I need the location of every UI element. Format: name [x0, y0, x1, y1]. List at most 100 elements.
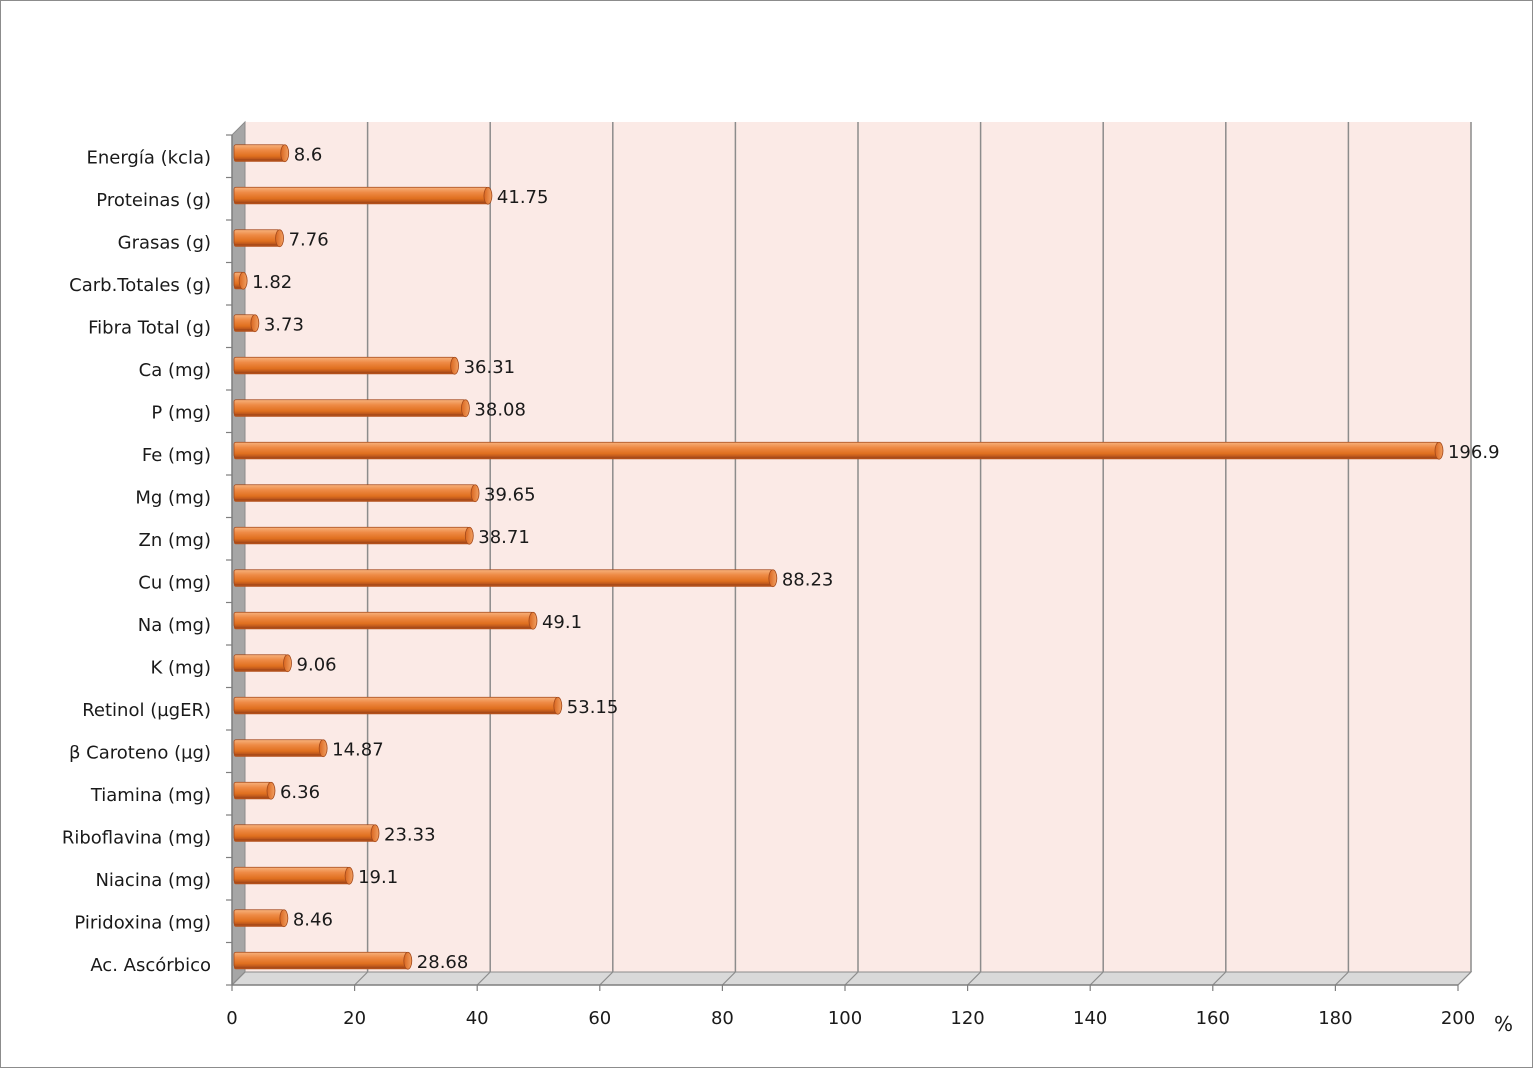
- data-label: 6.36: [280, 782, 320, 803]
- category-label: K (mg): [150, 657, 211, 678]
- x-tick-label: 40: [466, 1008, 489, 1029]
- gridline-floor: [1089, 971, 1104, 986]
- bar-cap: [403, 951, 413, 970]
- category-label: Retinol (µgER): [82, 700, 211, 721]
- category-label: Ca (mg): [139, 360, 211, 381]
- x-tick-label: 140: [1073, 1008, 1107, 1029]
- value-labels: 8.6 41.75 7.76 1.82 3.73 36.31 38.08 196.9 39.65…: [252, 144, 1499, 973]
- gridline-floor: [967, 971, 982, 986]
- bar: [233, 441, 1444, 460]
- bar: [233, 611, 538, 630]
- category-label: Fe (mg): [142, 445, 211, 466]
- bar-cap: [318, 739, 328, 758]
- bar: [233, 356, 459, 375]
- bar-body: [233, 739, 324, 756]
- category-label: Na (mg): [138, 615, 211, 636]
- category-label: Niacina (mg): [95, 870, 211, 891]
- bar-cap: [470, 484, 480, 503]
- bar-cap: [464, 526, 474, 545]
- bar-body: [233, 824, 376, 841]
- category-label: Mg (mg): [135, 487, 211, 508]
- x-tick-label: 60: [588, 1008, 611, 1029]
- bar-body: [233, 866, 350, 883]
- category-label: Grasas (g): [118, 232, 211, 253]
- category-label: Zn (mg): [139, 530, 211, 551]
- bar-cap: [250, 314, 260, 333]
- category-label: Energía (kcla): [86, 147, 211, 168]
- category-labels: Energía (kcla) Proteinas (g) Grasas (g) Car…: [62, 147, 211, 976]
- data-label: 28.68: [417, 952, 469, 973]
- category-label: β Caroteno (µg): [69, 742, 211, 763]
- category-label: Piridoxina (mg): [74, 912, 211, 933]
- data-label: 19.1: [358, 867, 398, 888]
- data-label: 36.31: [464, 357, 516, 378]
- category-label: Ac. Ascórbico: [90, 955, 211, 976]
- bar-body: [233, 909, 285, 926]
- bars: [233, 144, 1444, 970]
- data-label: 23.33: [384, 824, 436, 845]
- data-label: 3.73: [264, 314, 304, 335]
- x-tick-label: 100: [828, 1008, 862, 1029]
- bar: [233, 909, 289, 928]
- bar-body: [233, 441, 1440, 458]
- data-label: 38.71: [478, 527, 530, 548]
- x-tick-label: 120: [950, 1008, 984, 1029]
- gridlines: [231, 122, 1472, 986]
- data-label: 41.75: [497, 187, 549, 208]
- bar: [233, 824, 380, 843]
- bar-cap: [450, 356, 459, 375]
- gridline-floor: [1212, 971, 1227, 986]
- bar: [233, 314, 260, 333]
- category-label: Fibra Total (g): [88, 317, 211, 338]
- data-label: 9.06: [297, 654, 337, 675]
- data-label: 8.46: [293, 909, 333, 930]
- bar-body: [233, 951, 409, 968]
- category-label: P (mg): [151, 402, 211, 423]
- bar: [233, 144, 290, 163]
- bar: [233, 781, 276, 800]
- bar-body: [233, 526, 470, 543]
- x-tick-label: 200: [1441, 1008, 1475, 1029]
- gridline-floor: [476, 971, 491, 986]
- gridline-floor: [599, 971, 614, 986]
- gridline-floor: [844, 971, 859, 986]
- bar-cap: [461, 399, 470, 418]
- plot-background: [230, 120, 1473, 987]
- bar-body: [233, 399, 466, 416]
- bar-body: [233, 484, 476, 501]
- x-tick-label: 160: [1196, 1008, 1230, 1029]
- bar: [233, 271, 248, 290]
- bar-body: [233, 781, 272, 798]
- category-label: Riboflavina (mg): [62, 827, 211, 848]
- bar-cap: [768, 569, 778, 588]
- data-label: 49.1: [542, 612, 582, 633]
- bar-body: [233, 356, 455, 373]
- bar-cap: [238, 271, 248, 290]
- data-label: 196.9: [1448, 442, 1500, 463]
- x-tick-label: 0: [226, 1008, 237, 1029]
- bar-body: [233, 186, 489, 203]
- plot-side-wall: [231, 120, 246, 987]
- category-label: Proteinas (g): [96, 190, 211, 211]
- data-label: 14.87: [332, 739, 384, 760]
- gridline-floor: [231, 971, 246, 986]
- bar: [233, 526, 474, 545]
- bar: [233, 654, 292, 673]
- data-label: 53.15: [567, 697, 619, 718]
- x-tick-label: 20: [343, 1008, 366, 1029]
- bar-body: [233, 696, 559, 713]
- bar: [233, 484, 480, 503]
- bar: [233, 229, 284, 248]
- bar-cap: [283, 654, 292, 673]
- bar-body: [233, 569, 774, 586]
- gridline-floor: [354, 971, 369, 986]
- x-tick-label: 180: [1318, 1008, 1352, 1029]
- data-label: 1.82: [252, 272, 292, 293]
- x-axis-unit-label: %: [1494, 1012, 1513, 1036]
- bar-cap: [344, 866, 354, 885]
- data-label: 8.6: [294, 144, 323, 165]
- bar: [233, 696, 563, 715]
- gridline-floor: [721, 971, 736, 986]
- x-axis-ticks: 0 20 40 60 80 100 120 140 160 180 200: [226, 134, 1475, 1029]
- bar-body: [233, 144, 286, 161]
